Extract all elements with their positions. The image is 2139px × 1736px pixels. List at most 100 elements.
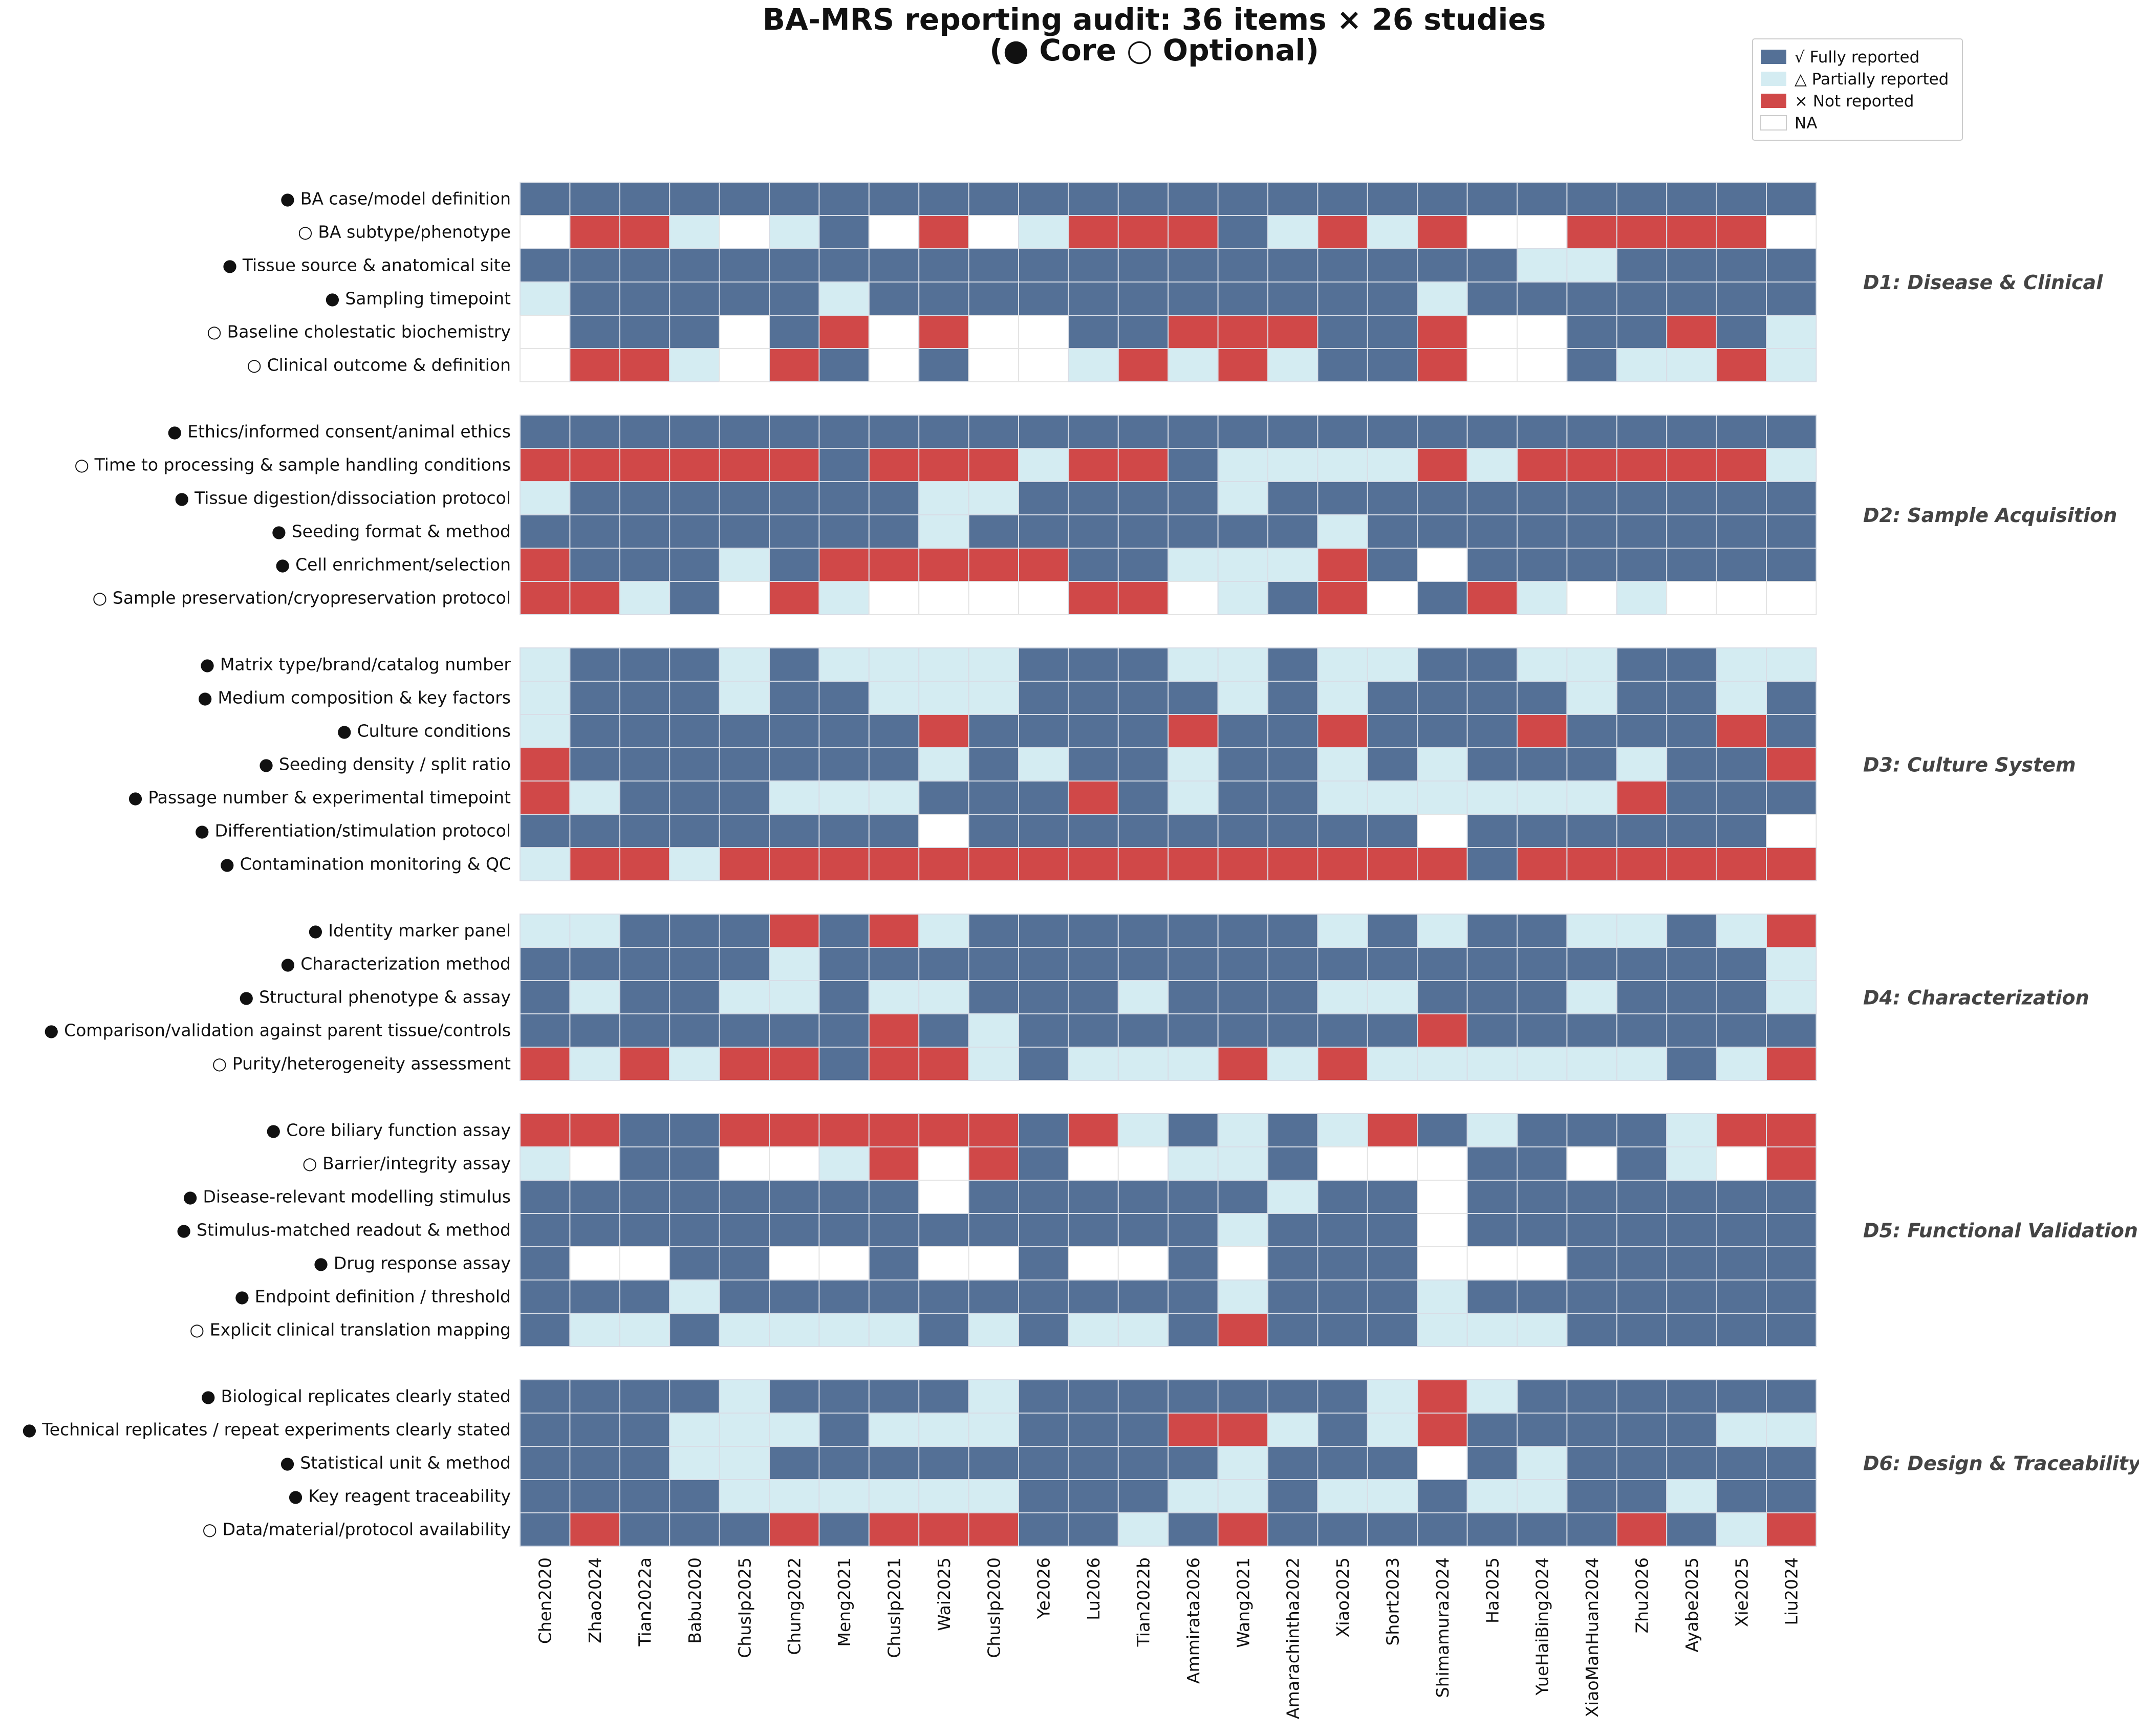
- domain-block-2: [520, 415, 1817, 615]
- heatmap-cell: [1367, 1379, 1418, 1414]
- heatmap-cell: [968, 315, 1019, 349]
- heatmap-cell: [1666, 348, 1717, 382]
- heatmap-cell: [1666, 215, 1717, 249]
- heatmap-cell: [1217, 1013, 1269, 1048]
- row-label: ● Tissue source & anatomical site: [223, 255, 511, 275]
- heatmap-cell: [1317, 348, 1368, 382]
- heatmap-cell: [619, 1279, 671, 1314]
- heatmap-cell: [1267, 1246, 1319, 1281]
- row-label: ● Contamination monitoring & QC: [220, 854, 511, 874]
- heatmap-cell: [619, 548, 671, 582]
- heatmap-cell: [968, 847, 1019, 881]
- heatmap-cell: [569, 1213, 620, 1247]
- heatmap-cell: [569, 348, 620, 382]
- heatmap-cell: [1267, 814, 1319, 848]
- heatmap-cell: [520, 1047, 571, 1081]
- heatmap-cell: [520, 1246, 571, 1281]
- heatmap-cell: [1766, 548, 1817, 582]
- row-label: ○ Data/material/protocol availability: [202, 1520, 511, 1539]
- heatmap-cell: [1666, 1512, 1717, 1547]
- heatmap-cell: [1168, 481, 1219, 515]
- heatmap-cell: [1068, 1047, 1119, 1081]
- heatmap-cell: [520, 315, 571, 349]
- heatmap-cell: [1117, 914, 1169, 948]
- heatmap-cell: [719, 1413, 770, 1447]
- heatmap-cell: [1566, 1446, 1617, 1480]
- heatmap-cell: [1517, 481, 1568, 515]
- heatmap-cell: [669, 1446, 720, 1480]
- row-label: ○ Explicit clinical translation mapping: [190, 1320, 511, 1340]
- row-label: ● Passage number & experimental timepoin…: [128, 788, 511, 808]
- heatmap-cell: [918, 980, 969, 1014]
- legend-label-2: × Not reported: [1795, 92, 1914, 111]
- heatmap-cell: [719, 1213, 770, 1247]
- heatmap-cell: [1018, 215, 1069, 249]
- domain-block-6: [520, 1379, 1817, 1547]
- heatmap-cell: [719, 1313, 770, 1347]
- heatmap-cell: [1517, 1413, 1568, 1447]
- heatmap-cell: [769, 1446, 820, 1480]
- heatmap-cell: [1317, 1479, 1368, 1513]
- heatmap-cell: [818, 514, 870, 549]
- heatmap-cell: [1217, 1246, 1269, 1281]
- heatmap-cell: [1566, 1013, 1617, 1048]
- heatmap-cell: [1217, 581, 1269, 615]
- heatmap-cell: [1317, 1180, 1368, 1214]
- heatmap-cell: [968, 1180, 1019, 1214]
- heatmap-cell: [1117, 1512, 1169, 1547]
- heatmap-cell: [619, 780, 671, 815]
- heatmap-cell: [1666, 448, 1717, 482]
- heatmap-cell: [1517, 1479, 1568, 1513]
- heatmap-cell: [868, 548, 920, 582]
- heatmap-cell: [1168, 281, 1219, 316]
- heatmap-cell: [1466, 315, 1518, 349]
- heatmap-cell: [1267, 681, 1319, 715]
- heatmap-cell: [520, 182, 571, 216]
- heatmap-cell: [868, 315, 920, 349]
- heatmap-cell: [1716, 1512, 1767, 1547]
- column-label: Amarachintha2022: [1283, 1557, 1303, 1719]
- heatmap-cell: [569, 315, 620, 349]
- heatmap-cell: [1168, 780, 1219, 815]
- heatmap-cell: [1068, 814, 1119, 848]
- heatmap-cell: [1217, 1146, 1269, 1181]
- heatmap-cell: [719, 1279, 770, 1314]
- heatmap-cell: [669, 647, 720, 682]
- heatmap-cell: [569, 681, 620, 715]
- heatmap-cell: [520, 681, 571, 715]
- column-label: Xiao2025: [1333, 1557, 1353, 1637]
- heatmap-cell: [1267, 1512, 1319, 1547]
- heatmap-cell: [1766, 281, 1817, 316]
- heatmap-cell: [1417, 747, 1468, 782]
- heatmap-cell: [818, 1013, 870, 1048]
- heatmap-cell: [520, 947, 571, 981]
- heatmap-cell: [719, 1113, 770, 1147]
- heatmap-cell: [1117, 980, 1169, 1014]
- heatmap-cell: [918, 1446, 969, 1480]
- heatmap-cell: [719, 1479, 770, 1513]
- heatmap-cell: [1267, 514, 1319, 549]
- heatmap-cell: [1417, 415, 1468, 449]
- heatmap-cell: [968, 448, 1019, 482]
- heatmap-cell: [1217, 1213, 1269, 1247]
- heatmap-cell: [968, 415, 1019, 449]
- heatmap-cell: [1168, 215, 1219, 249]
- heatmap-cell: [918, 1279, 969, 1314]
- heatmap-cell: [818, 747, 870, 782]
- heatmap-cell: [619, 248, 671, 283]
- domain-block-1: [520, 182, 1817, 382]
- heatmap-cell: [968, 980, 1019, 1014]
- heatmap-cell: [1317, 681, 1368, 715]
- heatmap-cell: [520, 248, 571, 283]
- heatmap-cell: [1766, 1313, 1817, 1347]
- heatmap-cell: [1068, 281, 1119, 316]
- heatmap-cell: [520, 1279, 571, 1314]
- heatmap-cell: [520, 481, 571, 515]
- heatmap-cell: [1267, 847, 1319, 881]
- heatmap-cell: [1466, 581, 1518, 615]
- heatmap-cell: [968, 914, 1019, 948]
- heatmap-cell: [1466, 182, 1518, 216]
- heatmap-cell: [818, 780, 870, 815]
- heatmap-cell: [669, 1113, 720, 1147]
- heatmap-cell: [719, 548, 770, 582]
